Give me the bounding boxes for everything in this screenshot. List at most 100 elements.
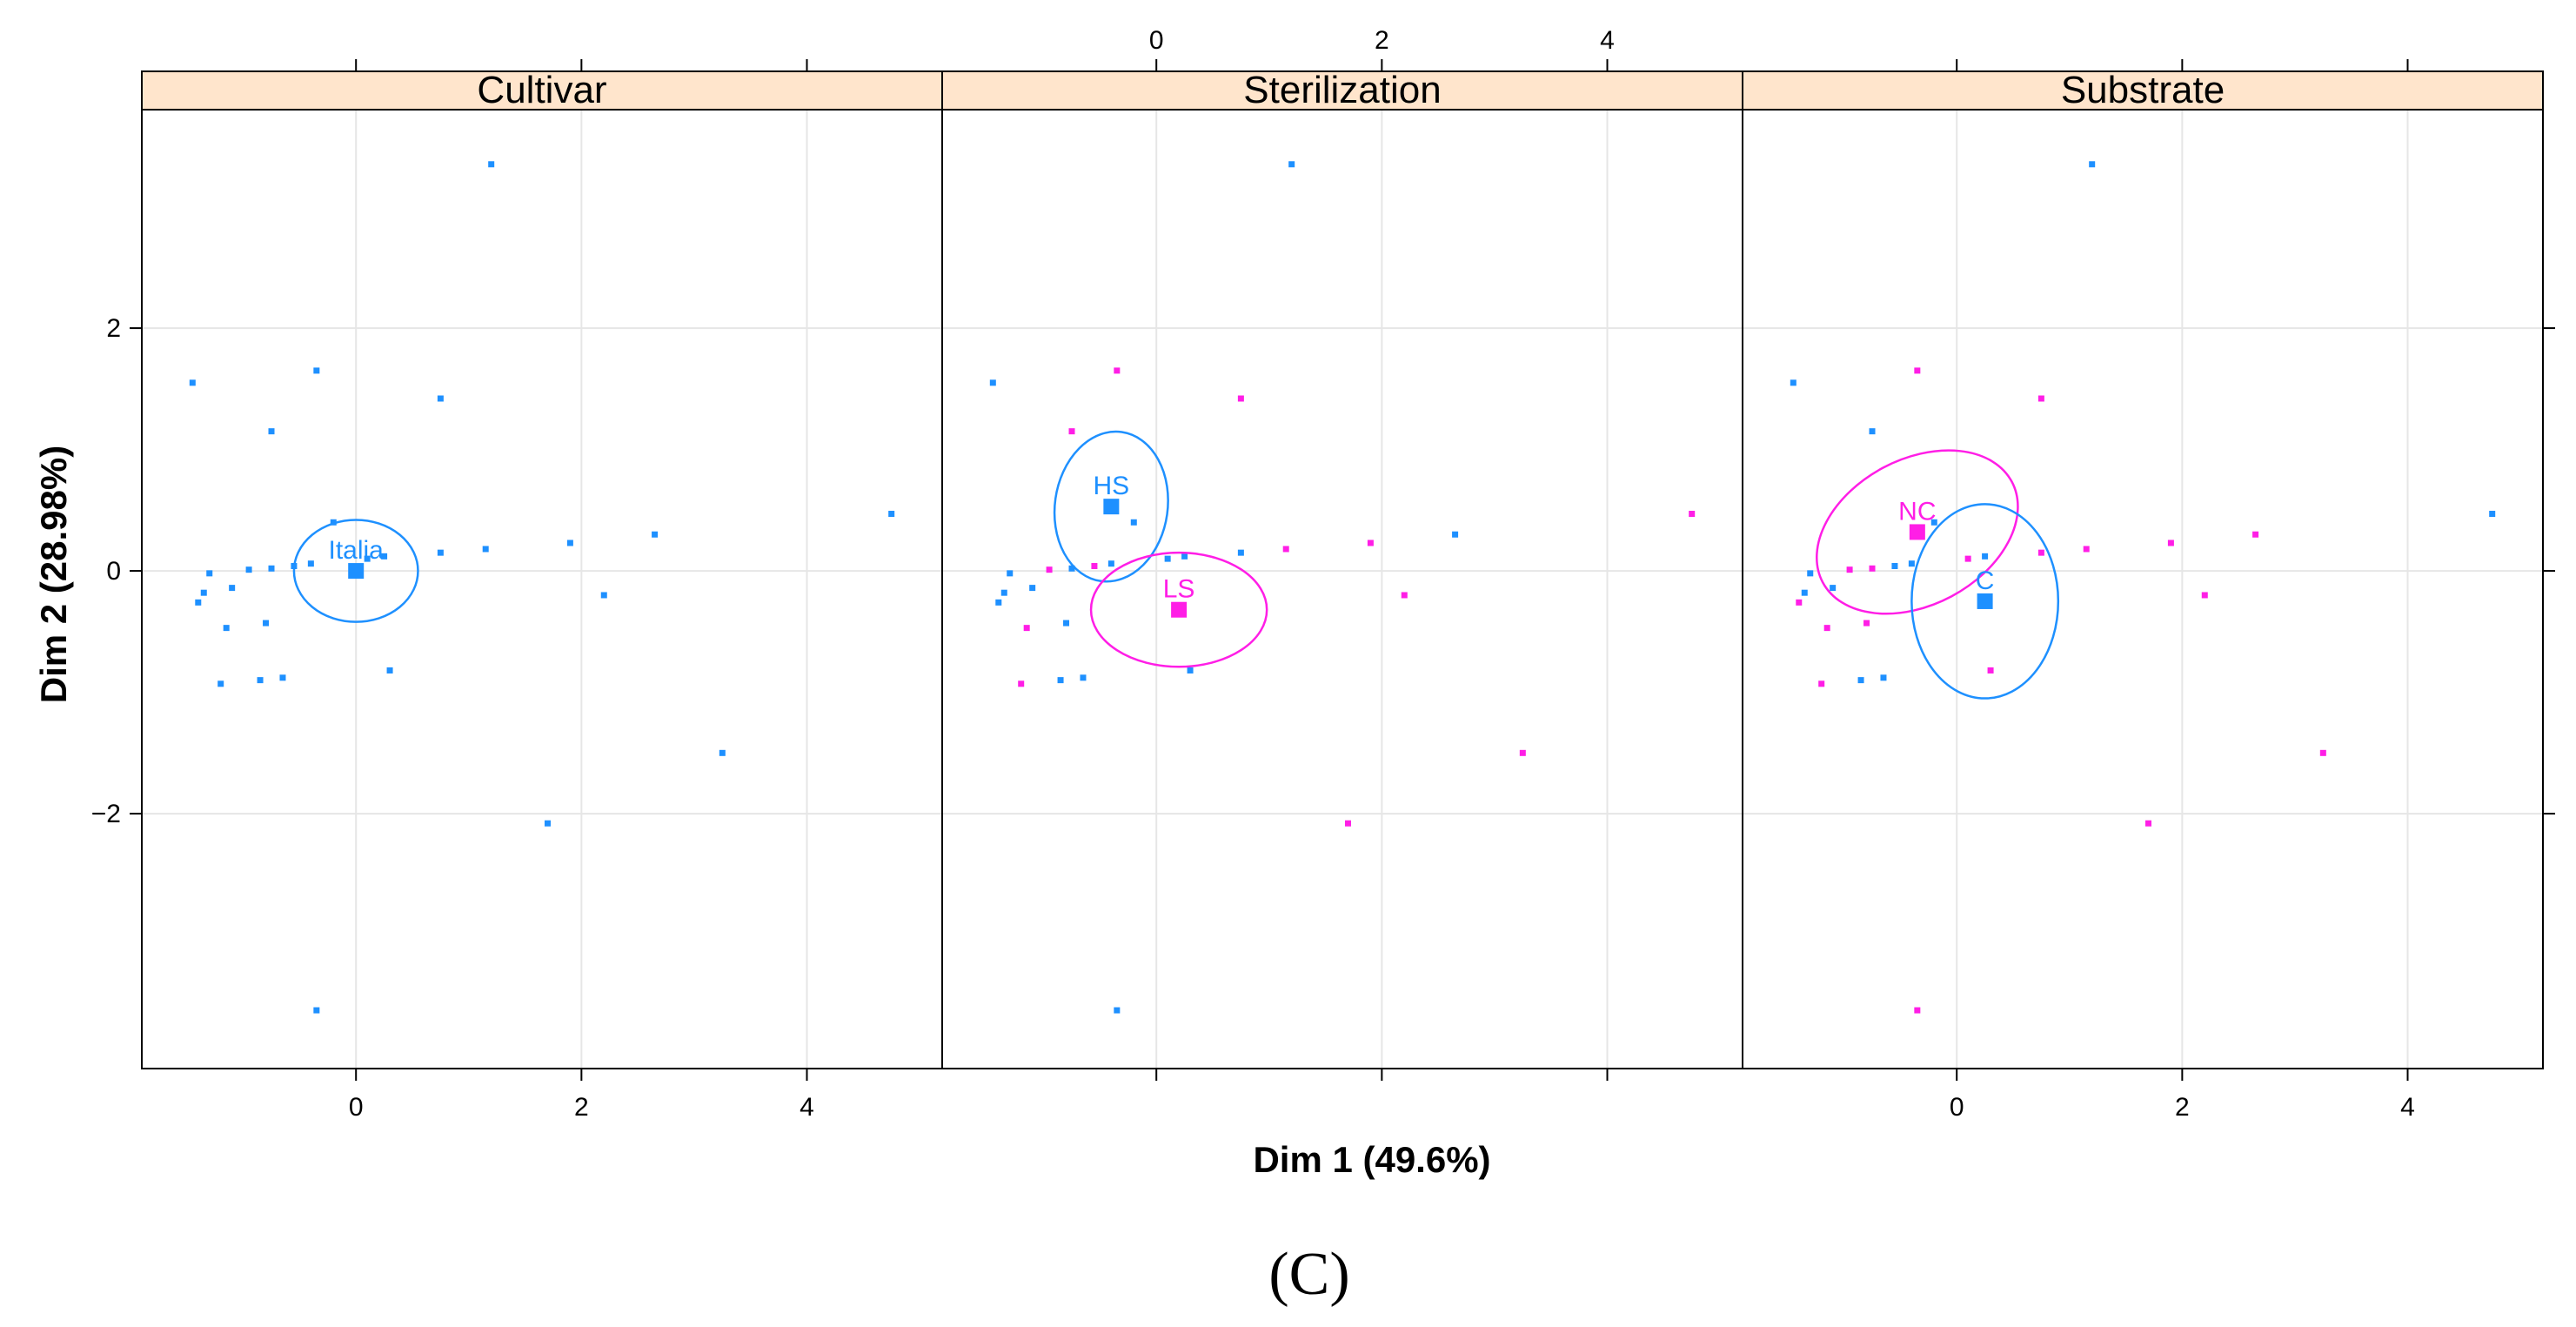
data-point [1046, 566, 1053, 573]
data-point [1068, 565, 1075, 572]
centroid-marker-nc [1909, 524, 1925, 540]
x-tick-label: 0 [1950, 1093, 1964, 1122]
data-point [2167, 540, 2174, 546]
data-point [1880, 674, 1887, 681]
data-point [313, 367, 320, 374]
data-point [437, 395, 444, 402]
strip-title: Sterilization [1243, 69, 1441, 111]
data-point [279, 674, 286, 681]
data-point [1130, 519, 1137, 526]
data-point [1452, 531, 1459, 538]
data-point [223, 625, 230, 632]
data-point [268, 565, 275, 572]
x-tick-label: 4 [2400, 1093, 2415, 1122]
confidence-ellipse-ls [1089, 551, 1268, 668]
data-point [482, 546, 489, 553]
data-point [1519, 749, 1526, 756]
panel-border [941, 109, 1743, 1069]
data-point [257, 677, 264, 684]
data-point [1830, 585, 1837, 592]
data-point [381, 553, 388, 560]
data-point [1796, 599, 1803, 606]
data-point [263, 620, 270, 627]
data-point [2037, 549, 2044, 556]
x-axis-title: Dim 1 (49.6%) [1253, 1139, 1490, 1180]
confidence-ellipse-c [1910, 503, 2060, 700]
data-point [268, 428, 275, 435]
group-label-ls: LS [1163, 575, 1195, 604]
y-tick-label: 2 [106, 314, 121, 343]
data-point [364, 555, 371, 562]
data-point [1023, 625, 1030, 632]
strip-sterilization [941, 70, 1743, 111]
data-point [1869, 565, 1876, 572]
data-point [1367, 540, 1374, 546]
x-tick-label: 2 [574, 1093, 589, 1122]
data-point [1091, 562, 1098, 569]
data-point [386, 667, 393, 674]
data-point [989, 379, 996, 386]
data-point [2319, 749, 2326, 756]
data-point [206, 570, 213, 577]
data-point [1891, 562, 1898, 569]
data-point [313, 1007, 320, 1014]
data-point [1914, 1007, 1921, 1014]
grid-layer [142, 110, 2543, 1069]
data-point [437, 549, 444, 556]
data-point [307, 560, 314, 567]
x-tick-label: 4 [800, 1093, 814, 1122]
data-point [888, 511, 895, 518]
data-point [1930, 519, 1937, 526]
data-point [1029, 585, 1036, 592]
data-point [488, 161, 495, 168]
strip-substrate [1742, 70, 2544, 111]
data-point [1401, 592, 1408, 599]
data-point [1114, 367, 1121, 374]
data-point [1857, 677, 1864, 684]
y-tick-label: −2 [91, 800, 121, 828]
x-tick-label: 4 [1600, 26, 1615, 55]
data-point [200, 589, 207, 596]
centroid-marker-c [1977, 593, 1993, 609]
strip-title: Substrate [2061, 69, 2225, 111]
text-layer: Cultivar Sterilization Substrate 0 2 4 0 2 4 0 2 4 −… [91, 26, 2415, 1122]
data-point [229, 585, 236, 592]
data-point [2037, 395, 2044, 402]
x-tick-label: 0 [349, 1093, 364, 1122]
data-point [1801, 589, 1808, 596]
group-label-nc: NC [1898, 497, 1936, 526]
data-point [195, 599, 202, 606]
centroid-marker-hs [1103, 499, 1120, 515]
confidence-ellipse-italia [292, 519, 419, 623]
y-axis-title: Dim 2 (28.98%) [33, 446, 74, 703]
group-label-italia: Italia [329, 536, 385, 565]
data-point [189, 379, 196, 386]
data-point [1823, 625, 1830, 632]
data-point [1790, 379, 1797, 386]
data-point [2489, 511, 2496, 518]
data-point [1187, 667, 1194, 674]
data-point [719, 749, 726, 756]
data-point [1164, 555, 1171, 562]
data-point [1282, 546, 1289, 553]
data-point [1908, 560, 1915, 567]
y-tick-label: 0 [106, 557, 121, 586]
data-point [652, 531, 659, 538]
data-point [1068, 428, 1075, 435]
data-point [1863, 620, 1870, 627]
centroid-marker-italia [348, 563, 365, 580]
confidence-ellipse-nc [1816, 449, 2019, 615]
data-point [1914, 367, 1921, 374]
data-point [566, 540, 573, 546]
data-point [217, 680, 224, 687]
data-point [1869, 428, 1876, 435]
data-point [1846, 566, 1853, 573]
data-point [1181, 553, 1188, 560]
data-point [245, 566, 252, 573]
data-point [1000, 589, 1007, 596]
data-point [1063, 620, 1070, 627]
data-point [600, 592, 607, 599]
data-point [1018, 680, 1025, 687]
data-point [2252, 531, 2259, 538]
